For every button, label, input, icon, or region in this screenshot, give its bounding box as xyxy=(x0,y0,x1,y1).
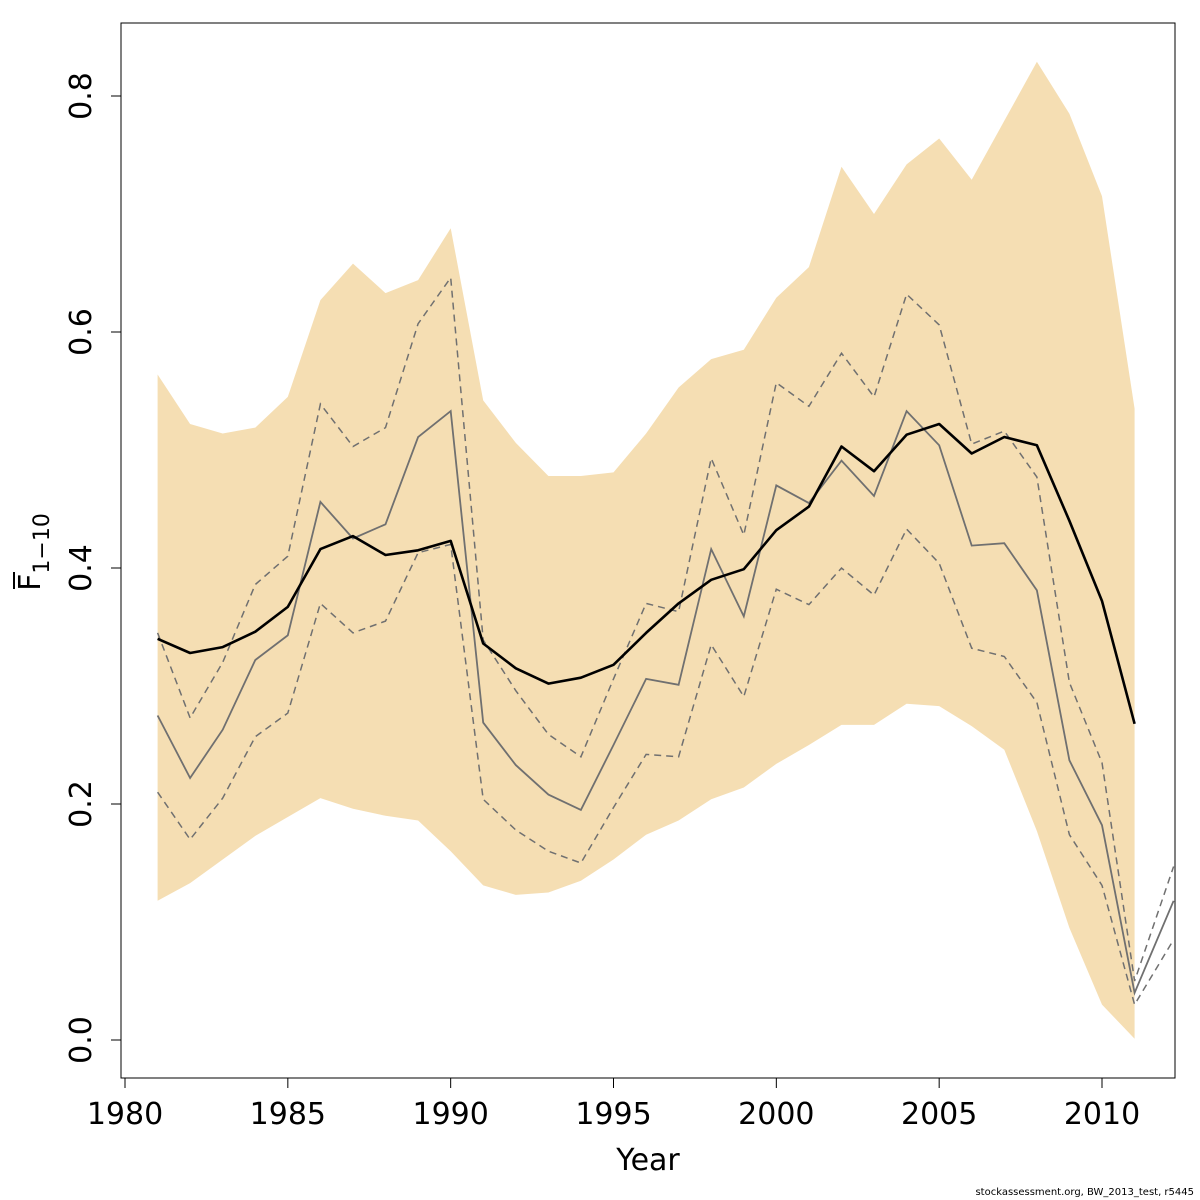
svg-text:F1−10: F1−10 xyxy=(13,513,55,591)
x-tick-label: 1980 xyxy=(87,1097,163,1132)
y-tick-label: 0.6 xyxy=(64,308,99,356)
y-tick-label: 0.4 xyxy=(64,544,99,592)
y-axis: 0.0 0.2 0.4 0.6 0.8 xyxy=(64,72,122,1064)
x-axis: 1980 1985 1990 1995 2000 2005 2010 xyxy=(87,1077,1140,1132)
confidence-band xyxy=(157,61,1135,1039)
x-tick-label: 2000 xyxy=(738,1097,814,1132)
retro-lower-line xyxy=(156,527,1175,1007)
estimate-line xyxy=(157,422,1136,725)
x-tick-label: 1990 xyxy=(412,1097,488,1132)
footnote: stockassessment.org, BW_2013_test, r5445 xyxy=(975,1187,1194,1198)
y-axis-title-subscript: 1−10 xyxy=(30,513,55,573)
y-tick-label: 0.8 xyxy=(64,72,99,120)
x-tick-label: 2010 xyxy=(1064,1097,1140,1132)
y-axis-title-main: F xyxy=(13,574,48,591)
x-tick-label: 2005 xyxy=(901,1097,977,1132)
x-tick-label: 1985 xyxy=(250,1097,326,1132)
retro-estimate-line xyxy=(156,409,1175,996)
x-tick-label: 1995 xyxy=(575,1097,651,1132)
x-axis-title: Year xyxy=(615,1143,680,1178)
y-axis-title: F1−10 xyxy=(13,513,55,591)
plot-area xyxy=(156,61,1175,1039)
retro-upper-line xyxy=(156,275,1175,982)
y-tick-label: 0.0 xyxy=(64,1016,99,1064)
y-tick-label: 0.2 xyxy=(64,780,99,828)
